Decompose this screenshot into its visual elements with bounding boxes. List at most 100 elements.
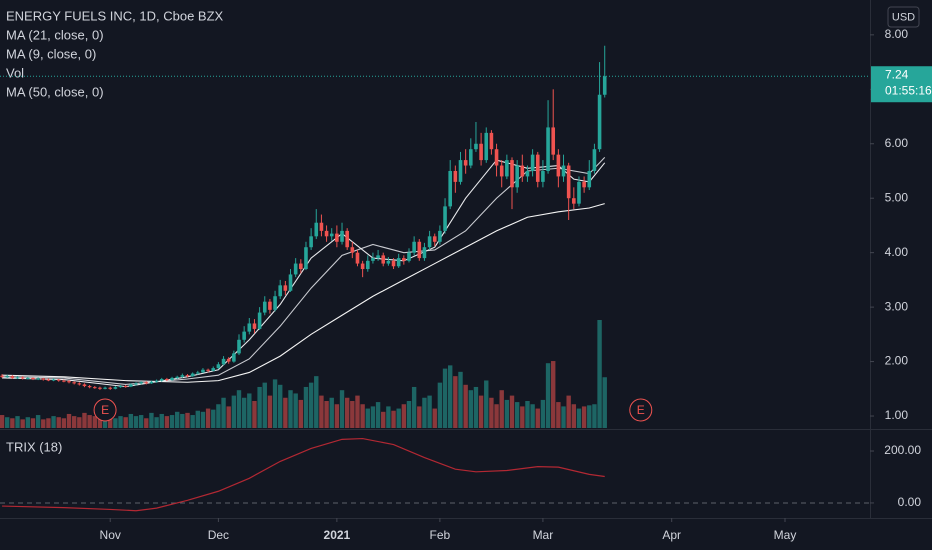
volume-bar <box>200 411 206 428</box>
candle-body <box>56 379 61 381</box>
currency: USD <box>892 11 915 23</box>
candle-body <box>535 154 540 182</box>
volume-bar <box>587 405 592 428</box>
volume-bar <box>339 390 345 428</box>
candle-body <box>82 384 87 387</box>
volume-bar <box>592 404 597 428</box>
candle-body <box>77 383 82 385</box>
volume-bar <box>205 408 211 428</box>
candle-body <box>458 160 463 182</box>
volume-bar <box>267 395 273 428</box>
candle-body <box>520 165 525 177</box>
candle-body <box>572 198 576 204</box>
candle-body <box>371 258 375 261</box>
volume-bar <box>159 413 164 428</box>
volume-bar <box>597 320 602 428</box>
candle-body <box>396 258 401 267</box>
candle-body <box>62 380 66 382</box>
candle-body <box>407 252 411 261</box>
candle-body <box>237 339 241 354</box>
candle-body <box>201 369 205 373</box>
volume-bar <box>169 415 175 428</box>
volume-bar <box>447 365 453 428</box>
volume-bar <box>56 417 61 428</box>
volume-bar <box>144 418 149 428</box>
candle-body <box>159 378 164 381</box>
candle-body <box>185 375 190 377</box>
earnings-label: E <box>637 403 645 417</box>
candle-body <box>314 222 319 237</box>
candle-body <box>242 331 246 340</box>
last-price-box <box>871 66 932 103</box>
candle-body <box>232 353 236 362</box>
volume-bar <box>154 417 159 428</box>
volume-bar <box>262 382 267 428</box>
candle-body <box>453 170 458 182</box>
candle-body <box>515 165 519 188</box>
last-price-label: 7.24 <box>885 67 909 81</box>
volume-bar <box>344 397 350 428</box>
volume-bar <box>190 415 195 428</box>
volume-bar <box>247 393 252 428</box>
trix-legend: TRIX (18) <box>6 439 62 454</box>
candle-body <box>417 241 422 259</box>
candle-body <box>412 241 416 253</box>
candle-body <box>443 206 447 231</box>
y-tick-label: 4.00 <box>885 245 909 259</box>
volume-bar <box>303 386 309 428</box>
candle-body <box>103 387 107 389</box>
candle-body <box>566 165 571 199</box>
candle-body <box>402 258 406 261</box>
candle-body <box>134 383 138 385</box>
volume-bar <box>509 395 515 428</box>
volume-bar <box>20 419 25 428</box>
candle-body <box>221 358 226 365</box>
volume-bar <box>551 361 556 428</box>
y2-tick-label: 200.00 <box>884 443 921 457</box>
volume-bar <box>530 404 535 428</box>
volume-bar <box>82 412 87 428</box>
volume-bar <box>221 397 226 428</box>
candle-body <box>602 76 607 95</box>
candle-body <box>129 384 133 387</box>
x-tick-label: Dec <box>208 528 229 542</box>
volume-bar <box>324 401 329 428</box>
volume-bar <box>25 417 31 428</box>
volume-bar <box>576 408 582 428</box>
volume-bar <box>0 415 5 428</box>
volume-bar <box>319 395 324 428</box>
volume-bar <box>458 371 463 428</box>
earnings-marker <box>629 398 653 422</box>
candle-body <box>139 382 143 384</box>
candle-body <box>252 323 257 329</box>
volume-bar <box>406 401 412 428</box>
volume-bar <box>61 418 67 428</box>
candle-body <box>293 263 298 275</box>
candle-body <box>195 372 200 374</box>
earnings-label: E <box>101 403 109 417</box>
candle-body <box>98 387 102 389</box>
volume-bar <box>478 395 484 428</box>
volume-bar <box>195 410 200 428</box>
volume-bar <box>375 402 381 428</box>
volume-bar <box>535 408 540 428</box>
volume-bar <box>102 417 108 428</box>
candle-body <box>391 260 396 267</box>
volume-bar <box>216 404 221 428</box>
volume-bar <box>10 418 15 428</box>
volume-bar <box>602 377 607 428</box>
volume-bar <box>417 406 422 428</box>
candle-body <box>283 285 288 291</box>
candle-body <box>335 233 339 242</box>
volume-bar <box>370 406 376 428</box>
volume-bar <box>561 406 566 428</box>
candle-body <box>87 386 92 388</box>
candle-body <box>165 378 169 381</box>
candle-body <box>226 358 231 362</box>
volume-bar <box>381 411 386 428</box>
candle-body <box>324 230 329 237</box>
candle-body <box>505 160 509 177</box>
currency-box[interactable] <box>887 6 920 28</box>
